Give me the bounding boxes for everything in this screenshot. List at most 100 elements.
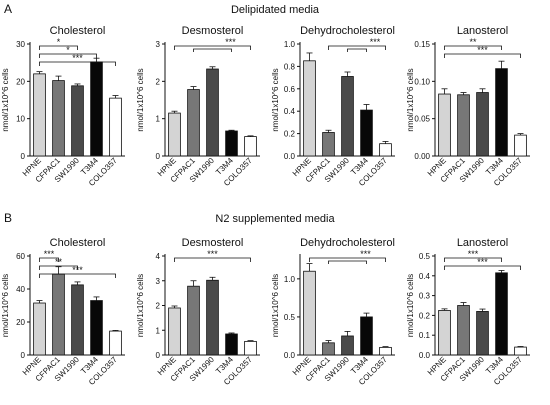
bar-cfpac1 xyxy=(52,273,65,356)
significance-bracket xyxy=(39,53,97,58)
bar-colo357 xyxy=(379,346,392,356)
section-b-title: N2 supplemented media xyxy=(215,213,335,225)
significance-bracket xyxy=(39,257,59,262)
bar-cfpac1 xyxy=(52,80,65,157)
panel-title: Lanosterol xyxy=(457,25,508,37)
y-tick-label: 0.5 xyxy=(284,313,296,322)
y-tick-label: 20 xyxy=(16,318,25,327)
y-tick-label: 0.00 xyxy=(414,152,430,161)
significance-label: * xyxy=(66,45,70,55)
section-a-label: A xyxy=(4,2,12,16)
y-tick-label: 1 xyxy=(156,115,161,124)
bar-cfpac1 xyxy=(322,342,335,356)
significance-label: *** xyxy=(477,257,488,267)
y-tick-label: 10 xyxy=(16,115,25,124)
bar-colo357 xyxy=(514,134,527,157)
y-tick-label: 3 xyxy=(156,40,161,49)
section-a-title: Delipidated media xyxy=(231,4,320,16)
bar-sw1990 xyxy=(71,85,84,157)
significance-bracket xyxy=(39,45,78,50)
bar-hpne xyxy=(438,93,451,157)
significance-group-bracket xyxy=(193,48,232,52)
significance-label: *** xyxy=(72,265,83,275)
bar-t3m4 xyxy=(225,333,238,356)
significance-bracket xyxy=(444,53,521,58)
panel-title: Desmosterol xyxy=(182,25,244,37)
y-axis-label: nmol/1x10^6 cells xyxy=(136,68,145,131)
y-tick-label: 1.0 xyxy=(284,40,296,49)
bar-cfpac1 xyxy=(457,305,470,356)
y-tick-label: 20 xyxy=(16,77,25,86)
bar-t3m4 xyxy=(495,272,508,356)
bar-hpne xyxy=(303,60,316,157)
y-tick-label: 0 xyxy=(21,152,26,161)
y-tick-label: 0.0 xyxy=(284,351,296,360)
significance-label: *** xyxy=(468,249,479,259)
bar-colo357 xyxy=(244,340,257,356)
y-tick-label: 0.1 xyxy=(419,331,431,340)
bar-sw1990 xyxy=(341,76,354,157)
y-tick-label: 2 xyxy=(156,77,161,86)
y-tick-label: 0.8 xyxy=(284,62,296,71)
bar-sw1990 xyxy=(341,335,354,356)
y-tick-label: 60 xyxy=(16,252,25,261)
y-tick-label: 0.0 xyxy=(284,152,296,161)
significance-label: *** xyxy=(225,37,236,47)
bar-sw1990 xyxy=(206,68,219,157)
bar-t3m4 xyxy=(495,68,508,157)
y-axis-label: nmol/1x10^6 cells xyxy=(1,274,10,337)
bar-colo357 xyxy=(379,143,392,157)
y-axis-label: nmol/1x10^6 cells xyxy=(136,274,145,337)
bar-colo357 xyxy=(514,346,527,356)
panel-b-dehydrocholesterol: Dehydrocholesterol nmol/1x10^6 cells 0.0 0.… xyxy=(271,237,395,387)
y-tick-label: 0.4 xyxy=(419,272,431,281)
bar-cfpac1 xyxy=(187,285,200,356)
bar-t3m4 xyxy=(360,109,373,157)
y-axis-label: nmol/1x10^6 cells xyxy=(271,68,280,131)
significance-bracket xyxy=(39,265,78,270)
y-axis-label: nmol/1x10^6 cells xyxy=(406,68,415,131)
panel-a-dehydrocholesterol: Dehydrocholesterol nmol/1x10^6 cells 0.0 0.… xyxy=(271,25,395,188)
bar-t3m4 xyxy=(360,316,373,356)
significance-bracket xyxy=(174,257,251,262)
y-tick-label: 0.05 xyxy=(414,115,430,124)
bar-hpne xyxy=(438,310,451,356)
significance-label: ** xyxy=(469,37,477,47)
bar-hpne xyxy=(33,73,46,157)
significance-label: *** xyxy=(360,249,371,259)
y-tick-label: 0.0 xyxy=(419,351,431,360)
bar-sw1990 xyxy=(476,311,489,356)
bar-t3m4 xyxy=(90,61,103,157)
y-tick-label: 0 xyxy=(156,351,161,360)
y-tick-label: 0.10 xyxy=(414,77,430,86)
bar-sw1990 xyxy=(71,284,84,356)
significance-bracket xyxy=(328,45,386,50)
y-tick-label: 0.2 xyxy=(419,311,431,320)
bar-colo357 xyxy=(109,330,122,356)
panel-title: Dehydrocholesterol xyxy=(300,237,395,249)
significance-bracket xyxy=(39,61,116,66)
bar-cfpac1 xyxy=(322,132,335,157)
y-tick-label: 0.4 xyxy=(284,107,296,116)
y-tick-label: 0.6 xyxy=(284,85,296,94)
y-tick-label: 2 xyxy=(156,302,161,311)
panel-a-lanosterol: Lanosterol nmol/1x10^6 cells 0.00 0.05 0.10 0… xyxy=(406,25,530,188)
bar-t3m4 xyxy=(90,300,103,356)
y-axis-label: nmol/1x10^6 cells xyxy=(1,68,10,131)
panel-title: Lanosterol xyxy=(457,237,508,249)
significance-group-bracket xyxy=(347,48,367,52)
panel-title: Cholesterol xyxy=(50,25,106,37)
y-tick-label: 40 xyxy=(16,285,25,294)
y-tick-label: 0 xyxy=(156,152,161,161)
panel-title: Cholesterol xyxy=(50,237,106,249)
bar-hpne xyxy=(168,112,181,157)
section-b-label: B xyxy=(4,211,12,225)
y-tick-label: 1.0 xyxy=(284,275,296,284)
y-tick-label: 30 xyxy=(16,40,25,49)
bar-sw1990 xyxy=(206,279,219,356)
significance-label: *** xyxy=(477,45,488,55)
y-tick-label: 3 xyxy=(156,277,161,286)
